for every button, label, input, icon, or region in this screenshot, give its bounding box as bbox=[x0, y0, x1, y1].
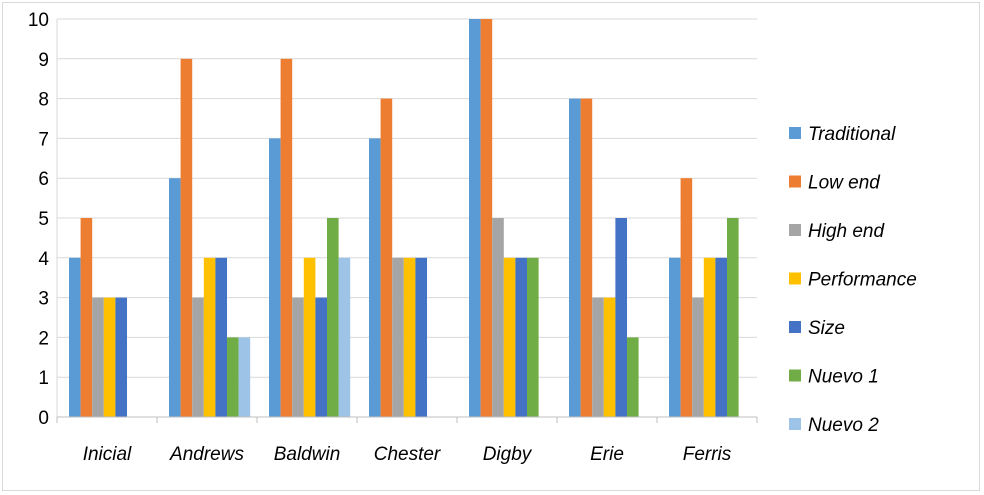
legend-label: High end bbox=[808, 221, 885, 242]
y-tick-label: 10 bbox=[28, 10, 49, 31]
bar bbox=[703, 257, 716, 417]
bar bbox=[692, 297, 704, 417]
bar bbox=[715, 257, 727, 417]
bar bbox=[680, 178, 693, 417]
legend-swatch bbox=[789, 369, 801, 382]
y-tick-label: 2 bbox=[38, 328, 49, 349]
bar bbox=[615, 218, 627, 417]
bar bbox=[292, 297, 304, 417]
bar bbox=[180, 58, 193, 418]
x-category-label: Baldwin bbox=[274, 444, 341, 465]
bar bbox=[392, 257, 404, 417]
bar bbox=[280, 58, 293, 418]
bar bbox=[69, 257, 81, 417]
bar bbox=[238, 337, 251, 417]
bar bbox=[469, 19, 481, 417]
bar bbox=[269, 138, 281, 417]
bars bbox=[69, 19, 739, 418]
bar bbox=[315, 297, 327, 417]
bar bbox=[192, 297, 204, 417]
bar bbox=[92, 297, 104, 417]
bar bbox=[203, 257, 216, 417]
legend-swatch bbox=[789, 127, 801, 139]
bar bbox=[503, 257, 516, 417]
y-tick-label: 5 bbox=[38, 209, 49, 230]
y-tick-label: 9 bbox=[38, 50, 49, 71]
bar bbox=[569, 98, 581, 417]
y-tick-label: 3 bbox=[38, 289, 49, 310]
bar bbox=[727, 218, 739, 417]
y-tick-label: 4 bbox=[38, 249, 49, 270]
bar bbox=[415, 257, 427, 417]
legend: Traditional Low end High end Performance Siz… bbox=[789, 124, 917, 436]
legend-label: Nuevo 2 bbox=[808, 415, 879, 436]
bar bbox=[227, 337, 239, 417]
bar bbox=[580, 98, 593, 417]
x-category-label: Inicial bbox=[83, 444, 132, 465]
bar bbox=[627, 337, 639, 417]
bar bbox=[215, 257, 227, 417]
bar bbox=[492, 218, 504, 417]
bar bbox=[80, 218, 93, 417]
bar bbox=[592, 297, 604, 417]
bar bbox=[115, 297, 127, 417]
legend-label: Nuevo 1 bbox=[808, 367, 879, 388]
bar bbox=[527, 257, 539, 417]
bar bbox=[303, 257, 316, 417]
y-tick-label: 7 bbox=[38, 129, 49, 150]
bar bbox=[338, 257, 351, 417]
bar bbox=[380, 98, 393, 417]
legend-swatch bbox=[789, 224, 801, 236]
bar bbox=[515, 257, 527, 417]
bar bbox=[103, 297, 116, 417]
y-tick-label: 8 bbox=[38, 90, 49, 111]
legend-swatch bbox=[789, 418, 801, 430]
legend-swatch bbox=[789, 272, 801, 285]
x-category-label: Chester bbox=[374, 444, 441, 465]
bar bbox=[369, 138, 381, 417]
bar bbox=[403, 257, 416, 417]
y-tick-label: 0 bbox=[38, 408, 49, 429]
legend-label: Performance bbox=[808, 270, 917, 291]
y-tick-label: 6 bbox=[38, 169, 49, 190]
legend-label: Traditional bbox=[808, 124, 896, 145]
x-category-label: Ferris bbox=[683, 444, 732, 465]
bar bbox=[169, 178, 181, 417]
legend-label: Low end bbox=[808, 173, 881, 194]
axes: 0 1 2 3 4 5 6 7 8 9 10 Inicial Andrews Baldwin Chester… bbox=[28, 10, 758, 465]
bar bbox=[480, 19, 493, 417]
x-category-label: Andrews bbox=[169, 444, 244, 465]
bar bbox=[603, 297, 616, 417]
x-category-label: Digby bbox=[483, 444, 533, 465]
bar bbox=[327, 218, 339, 417]
bar-chart: 0 1 2 3 4 5 6 7 8 9 10 Inicial Andrews Baldwin Chester… bbox=[28, 10, 917, 465]
bar bbox=[669, 257, 681, 417]
legend-label: Size bbox=[808, 318, 845, 339]
y-tick-label: 1 bbox=[38, 368, 49, 389]
x-category-label: Erie bbox=[590, 444, 624, 465]
legend-swatch bbox=[789, 321, 801, 333]
legend-swatch bbox=[789, 175, 801, 188]
